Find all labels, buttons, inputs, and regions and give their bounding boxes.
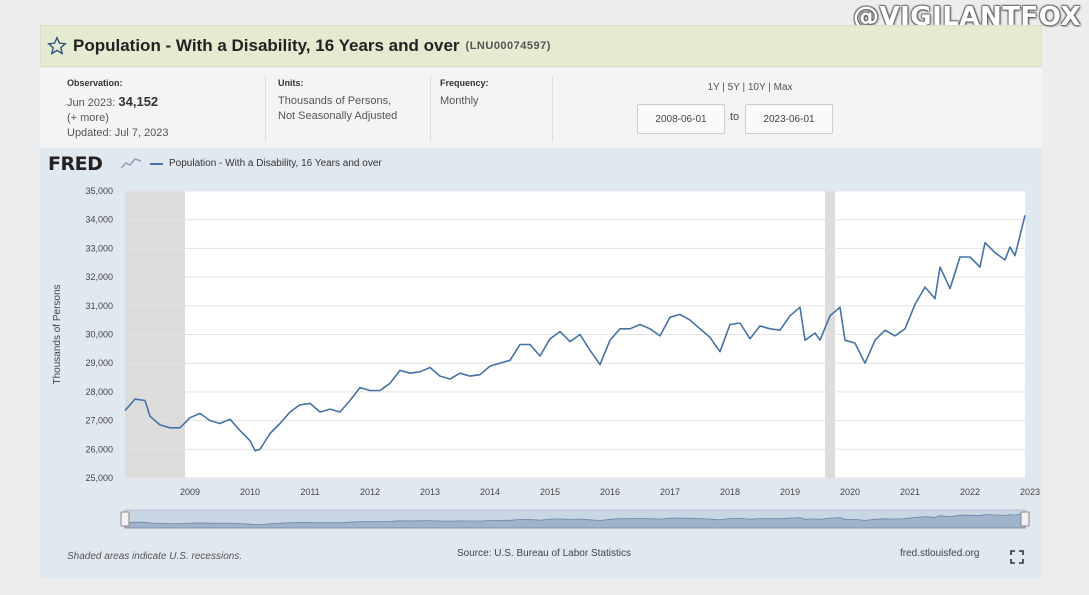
units-block: Units: Thousands of Persons, Not Seasona… bbox=[278, 76, 397, 124]
x-tick-label: 2016 bbox=[600, 487, 620, 497]
x-tick-label: 2022 bbox=[960, 487, 980, 497]
date-from-input[interactable]: 2008-06-01 bbox=[637, 104, 725, 134]
range-handle-right[interactable] bbox=[1020, 511, 1030, 527]
observation-label: Observation: bbox=[67, 78, 123, 88]
chart-legend: Population - With a Disability, 16 Years… bbox=[150, 158, 382, 169]
frequency-label: Frequency: bbox=[440, 78, 489, 88]
y-tick-label: 28,000 bbox=[85, 387, 113, 397]
range-max[interactable]: Max bbox=[773, 82, 793, 93]
series-meta: Observation: Jun 2023: 34,152 (+ more) U… bbox=[40, 68, 1042, 148]
range-selector: 1Y | 5Y | 10Y | Max bbox=[707, 82, 793, 93]
fred-logo: FRED bbox=[48, 153, 103, 175]
divider bbox=[552, 76, 553, 142]
y-tick-label: 31,000 bbox=[85, 301, 113, 311]
y-tick-label: 34,000 bbox=[85, 215, 113, 225]
y-tick-label: 26,000 bbox=[85, 444, 113, 454]
x-tick-label: 2018 bbox=[720, 487, 740, 497]
x-tick-label: 2012 bbox=[360, 487, 380, 497]
divider bbox=[430, 76, 431, 142]
range-handle-left[interactable] bbox=[120, 511, 130, 527]
observation-value: 34,152 bbox=[118, 94, 159, 109]
x-tick-label: 2013 bbox=[420, 487, 440, 497]
fullscreen-icon[interactable] bbox=[1010, 550, 1024, 564]
x-tick-label: 2009 bbox=[180, 487, 200, 497]
units-label: Units: bbox=[278, 78, 304, 88]
series-header: Population - With a Disability, 16 Years… bbox=[40, 25, 1042, 67]
x-tick-label: 2011 bbox=[300, 487, 319, 497]
site-link[interactable]: fred.stlouisfed.org bbox=[900, 548, 980, 559]
range-5y[interactable]: 5Y bbox=[727, 82, 740, 93]
navigator-area bbox=[124, 512, 1026, 529]
units-line1: Thousands of Persons, bbox=[278, 95, 392, 107]
frequency-value: Monthly bbox=[440, 95, 479, 107]
source-note[interactable]: Source: U.S. Bureau of Labor Statistics bbox=[457, 548, 631, 559]
y-tick-label: 29,000 bbox=[85, 358, 113, 368]
star-icon[interactable] bbox=[47, 36, 67, 56]
units-line2: Not Seasonally Adjusted bbox=[278, 110, 398, 122]
date-to-input[interactable]: 2023-06-01 bbox=[745, 104, 833, 134]
observation-block: Observation: Jun 2023: 34,152 (+ more) U… bbox=[67, 76, 169, 141]
y-tick-label: 35,000 bbox=[85, 186, 113, 196]
x-tick-label: 2014 bbox=[480, 487, 500, 497]
divider bbox=[265, 76, 266, 142]
recession-note: Shaded areas indicate U.S. recessions. bbox=[67, 551, 243, 562]
date-to-label: to bbox=[730, 111, 740, 123]
series-line bbox=[124, 215, 1026, 452]
x-tick-label: 2015 bbox=[540, 487, 560, 497]
y-tick-label: 25,000 bbox=[85, 473, 113, 483]
y-tick-label: 33,000 bbox=[85, 243, 113, 253]
x-tick-label: 2021 bbox=[900, 487, 920, 497]
chart-panel: FRED Population - With a Disability, 16 … bbox=[40, 148, 1042, 578]
x-tick-label: 2010 bbox=[240, 487, 260, 497]
fred-spark-icon bbox=[120, 158, 142, 169]
legend-swatch bbox=[150, 162, 163, 165]
observation-period: Jun 2023: bbox=[67, 97, 116, 109]
more-link[interactable]: (+ more) bbox=[67, 112, 109, 124]
legend-label: Population - With a Disability, 16 Years… bbox=[169, 158, 382, 169]
range-1y[interactable]: 1Y bbox=[707, 82, 720, 93]
x-tick-label: 2019 bbox=[780, 487, 800, 497]
frequency-block: Frequency: Monthly bbox=[440, 76, 489, 109]
updated-date: Updated: Jul 7, 2023 bbox=[67, 127, 169, 139]
navigator bbox=[120, 509, 1030, 529]
range-10y[interactable]: 10Y bbox=[747, 82, 766, 93]
x-tick-label: 2023 bbox=[1020, 487, 1040, 497]
page-title: Population - With a Disability, 16 Years… bbox=[73, 36, 460, 55]
x-tick-label: 2020 bbox=[840, 487, 860, 497]
y-tick-label: 27,000 bbox=[85, 416, 113, 426]
line-chart[interactable]: 25,000 26,000 27,000 28,000 29,000 30,000 31,0… bbox=[40, 148, 1042, 578]
y-tick-label: 30,000 bbox=[85, 330, 113, 340]
x-tick-label: 2017 bbox=[660, 487, 680, 497]
y-axis-label: Thousands of Persons bbox=[52, 284, 63, 384]
series-id: (LNU00074597) bbox=[465, 40, 551, 52]
y-tick-label: 32,000 bbox=[85, 272, 113, 282]
